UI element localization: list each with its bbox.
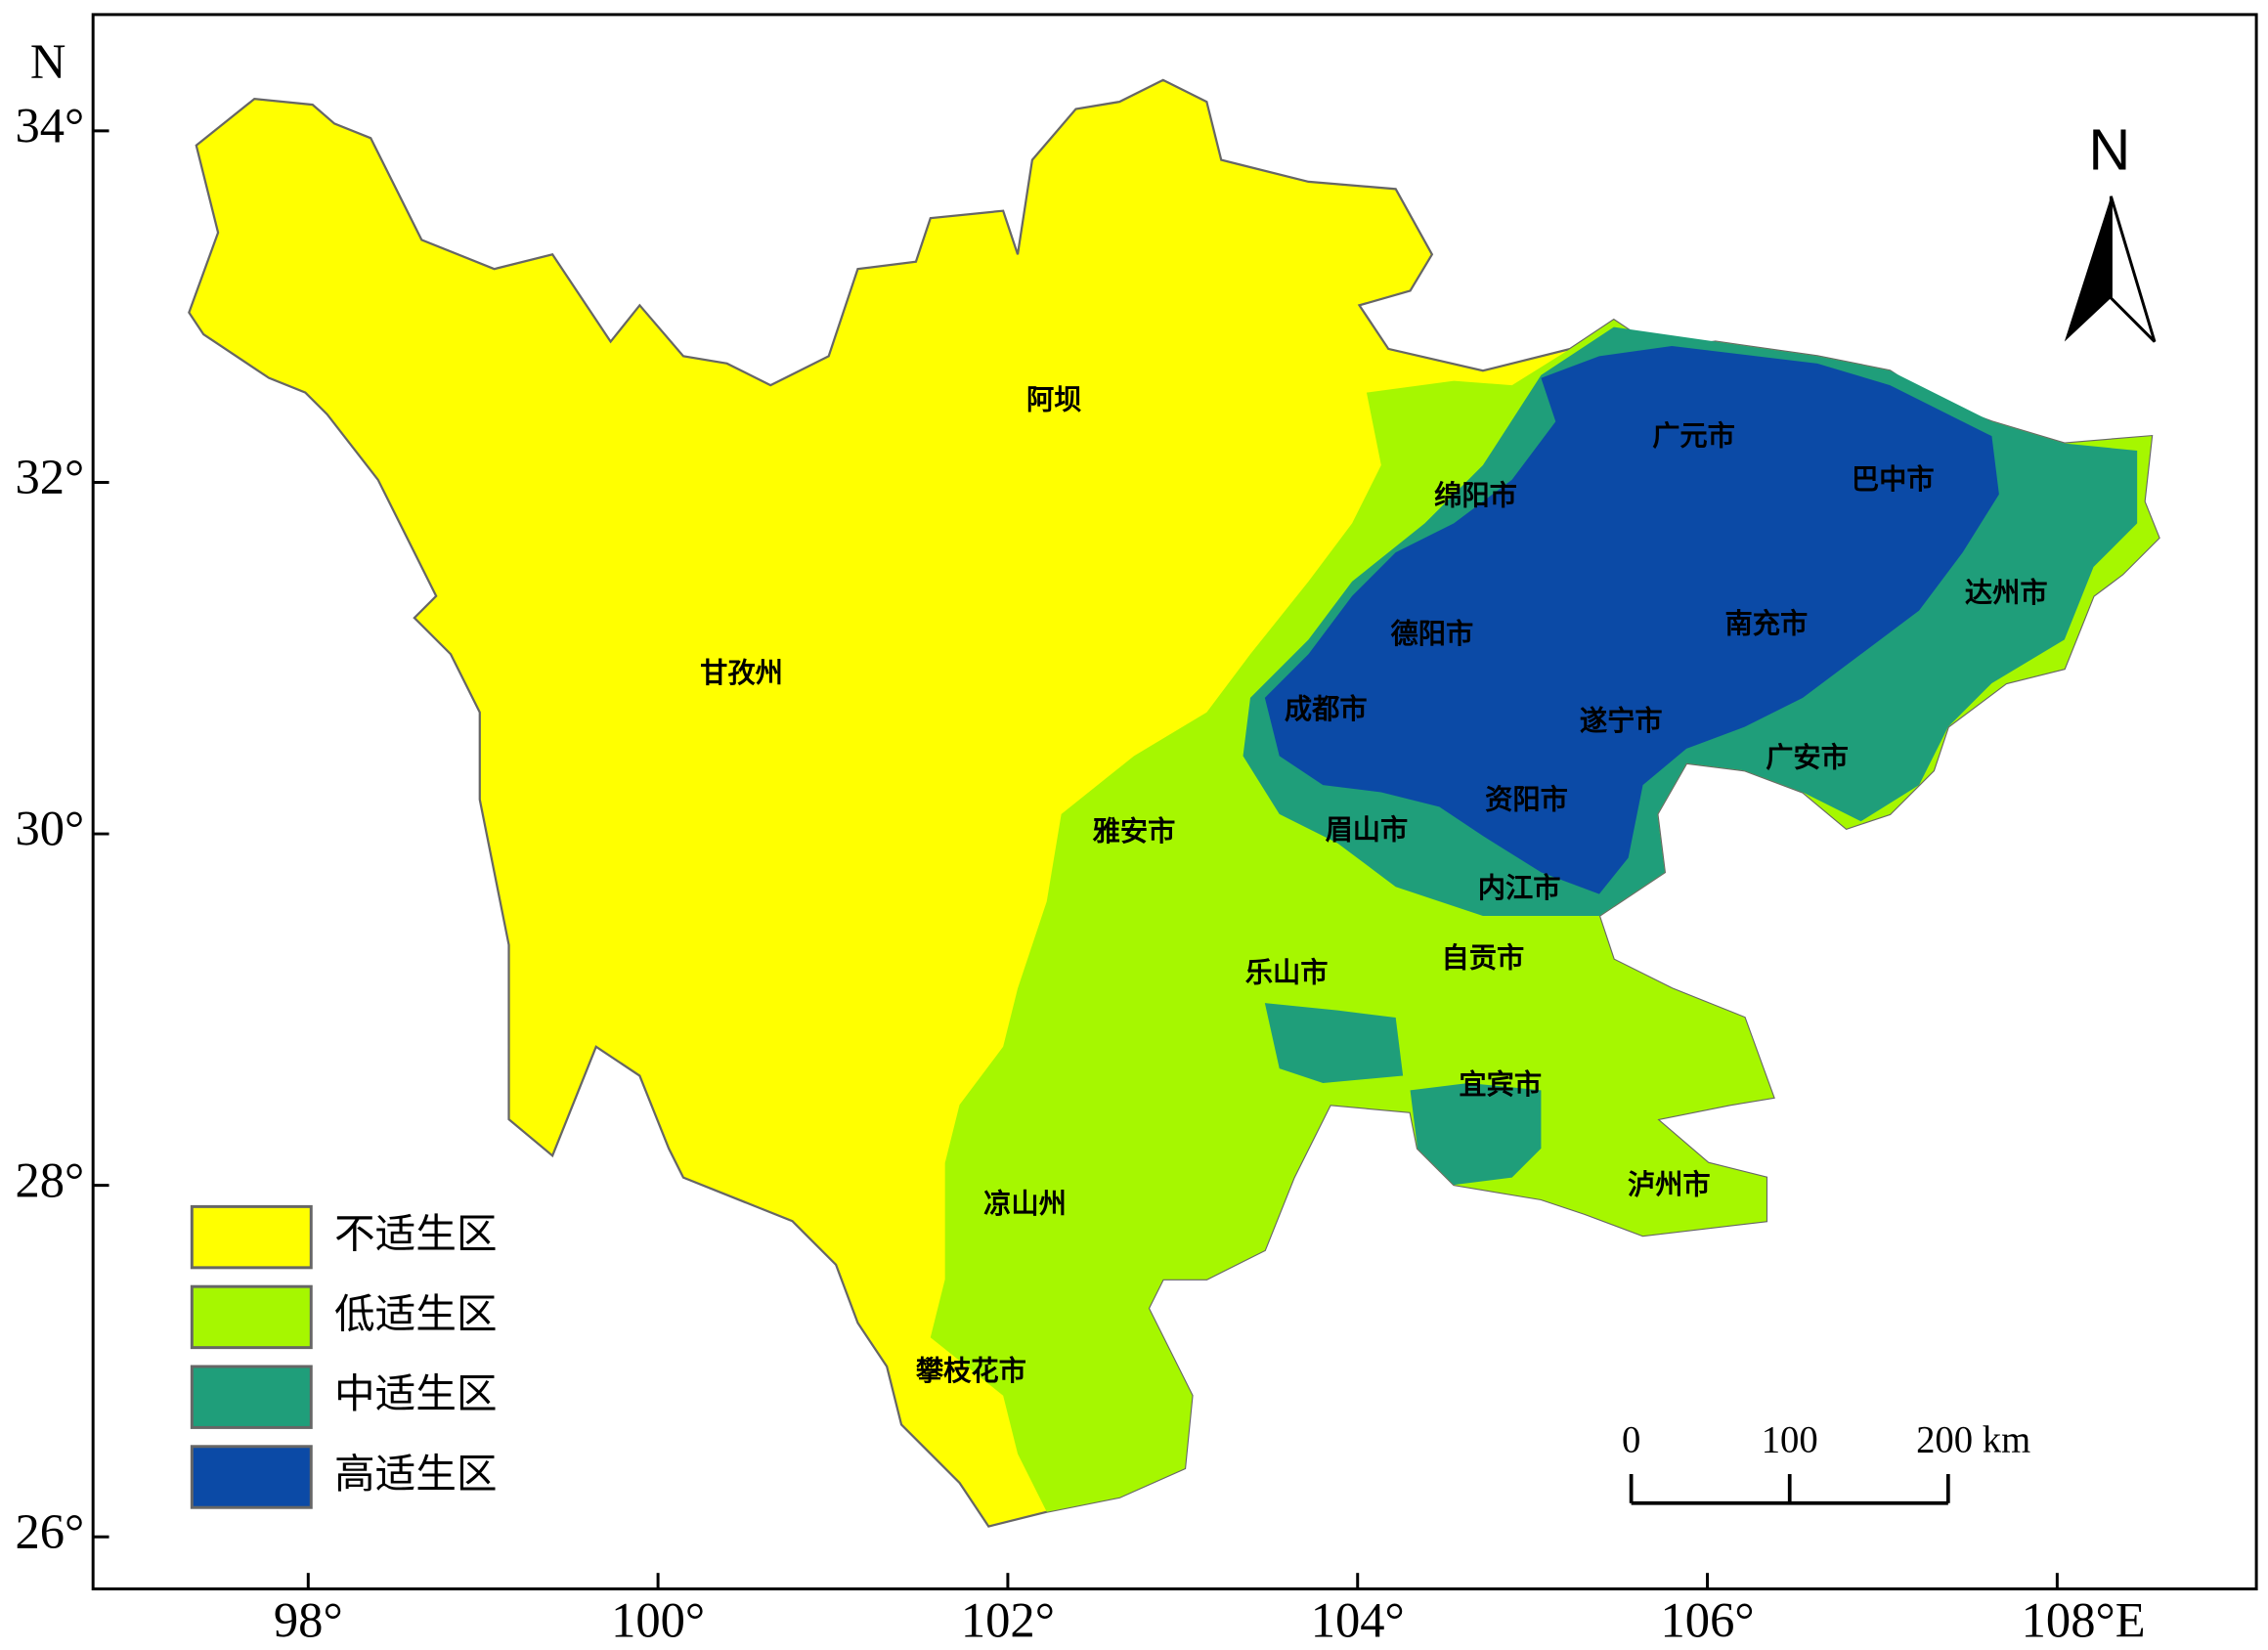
region-label: 自贡市	[1442, 942, 1525, 975]
scale-bar-label: 0	[1622, 1420, 1640, 1461]
region-label: 广元市	[1652, 420, 1735, 453]
north-arrow-right	[2109, 195, 2157, 343]
region-label: 达州市	[1965, 577, 2048, 609]
scale-bar-label: 100	[1762, 1420, 1818, 1461]
legend-swatch	[190, 1284, 313, 1350]
medium-suitability-area	[1410, 1082, 1542, 1186]
high-suitability-area	[1264, 345, 1999, 894]
region-labels: 阿坝 甘孜州 广元市 巴中市 绵阳市 达州市 德阳市 南充市 成都市 遂宁市 广…	[700, 384, 2048, 1386]
region-label: 宜宾市	[1459, 1068, 1542, 1101]
legend-swatch	[190, 1204, 313, 1270]
lon-tick-label: 108°E	[2022, 1592, 2146, 1647]
region-label: 南充市	[1725, 607, 1809, 639]
axes: 98° 100° 102° 104° 106° 108°E 26° 28° 30° 32° 34°	[15, 98, 2145, 1647]
region-label: 眉山市	[1326, 814, 1409, 847]
region-label: 雅安市	[1093, 815, 1176, 847]
scale-bar: 0 100 200 km	[1622, 1420, 2030, 1505]
lon-tick-label: 98°	[274, 1592, 343, 1647]
region-label: 绵阳市	[1434, 480, 1517, 512]
legend-label: 中适生区	[334, 1372, 498, 1417]
legend-label: 低适生区	[334, 1292, 498, 1337]
region-label: 遂宁市	[1580, 705, 1663, 737]
legend-swatch	[190, 1365, 313, 1429]
lat-tick-label: 34°	[15, 98, 84, 152]
region-label: 泸州市	[1628, 1169, 1711, 1201]
lat-tick-label: 28°	[15, 1152, 84, 1207]
suitability-areas	[188, 78, 2160, 1528]
medium-suitability-area	[1264, 1003, 1404, 1083]
region-label: 广安市	[1766, 741, 1849, 773]
region-label: 巴中市	[1852, 463, 1935, 496]
region-label: 阿坝	[1026, 384, 1082, 415]
legend-label: 不适生区	[334, 1213, 498, 1258]
region-label: 凉山州	[983, 1189, 1067, 1220]
region-label: 成都市	[1285, 693, 1368, 725]
lon-tick-label: 104°	[1311, 1592, 1405, 1647]
lon-tick-label: 106°	[1661, 1592, 1755, 1647]
legend-swatch	[190, 1445, 313, 1509]
north-arrow-label: N	[2088, 116, 2130, 182]
legend-label: 高适生区	[334, 1453, 498, 1498]
scale-bar-label: 200 km	[1916, 1420, 2030, 1461]
north-arrow: N	[2064, 116, 2157, 343]
lat-axis-label: N	[30, 34, 66, 89]
lat-tick-label: 26°	[15, 1504, 84, 1559]
region-label: 内江市	[1478, 872, 1561, 904]
region-label: 乐山市	[1245, 956, 1329, 988]
region-label: 资阳市	[1485, 783, 1568, 815]
lon-tick-label: 100°	[611, 1592, 705, 1647]
lat-tick-label: 32°	[15, 450, 84, 504]
region-label: 德阳市	[1390, 618, 1473, 650]
region-label: 甘孜州	[700, 658, 783, 689]
lat-tick-label: 30°	[15, 802, 84, 856]
lon-tick-label: 102°	[961, 1592, 1055, 1647]
region-label: 攀枝花市	[916, 1355, 1026, 1387]
